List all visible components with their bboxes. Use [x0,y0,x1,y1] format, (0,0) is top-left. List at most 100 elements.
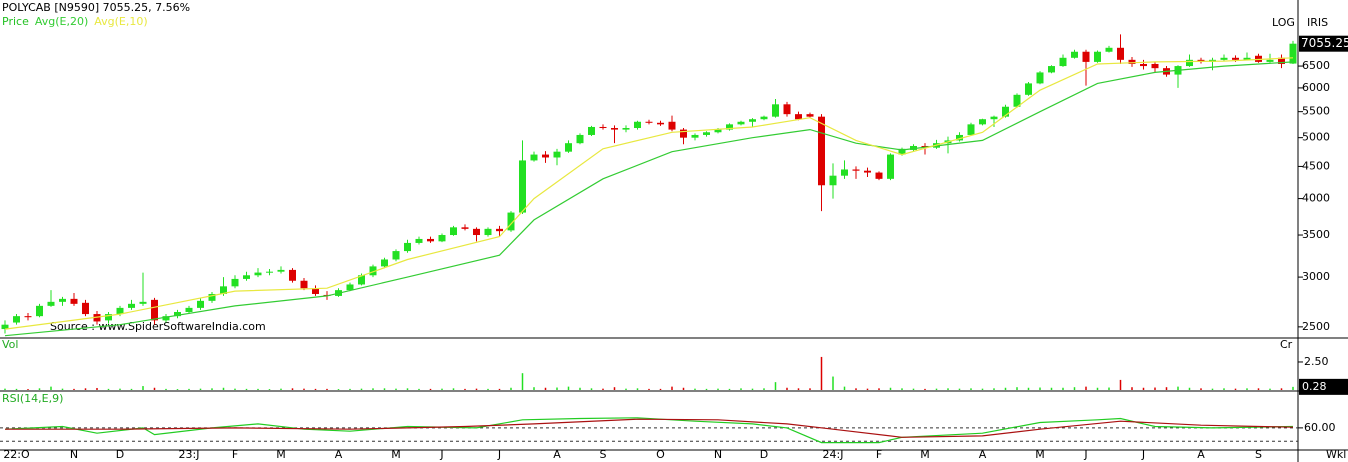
candle-body [1059,57,1067,67]
candle-body [887,154,894,179]
volume-bar [1062,387,1064,390]
unit-label: Cr [1280,338,1293,351]
volume-bar [1039,387,1041,390]
x-tick-label: 22:O [3,448,30,461]
candle-body [254,272,262,276]
candle-body [634,121,641,129]
y-tick-label: 5500 [1302,105,1330,118]
volume-bar [429,388,432,390]
volume-bar [222,387,225,390]
x-tick-label: F [876,448,882,461]
candle-body [680,129,687,138]
candle-body [496,228,503,232]
volume-bar [740,388,742,390]
volume-bar [1188,387,1191,390]
volume-bar [84,388,87,390]
volume-bar [406,388,409,390]
y-tick-label: 6500 [1302,59,1330,72]
volume-bar [1165,387,1168,390]
volume-bar [1073,387,1076,390]
volume-bar [349,388,351,390]
candle-body [691,134,699,138]
volume-bar [1269,388,1271,390]
x-tick-label: D [116,448,124,461]
candle-body [450,227,457,236]
volume-bar [268,389,271,390]
volume-bar [602,388,604,390]
volume-bar [993,388,995,390]
volume-bar [245,388,248,390]
candle-body [818,116,825,186]
volume-bar [360,388,363,390]
y-tick-label: 4500 [1302,159,1330,172]
volume-bar [291,388,294,390]
volume-bar [372,388,374,390]
candle-body [1094,51,1101,62]
candle-body [231,278,239,287]
x-tick-label: D [760,448,768,461]
candle-body [1082,51,1090,62]
volume-bar [786,387,788,390]
candle-body [599,126,607,129]
candle-body [657,122,664,125]
candle-body [645,121,653,123]
volume-bar [763,388,765,390]
candle-body [1243,57,1251,60]
x-tick-label: A [335,448,343,461]
candle-body [1151,63,1159,69]
volume-bar [1257,388,1260,390]
candle-body [530,154,538,161]
volume-bar [935,388,938,390]
candle-body [220,286,227,294]
volume-bar [337,389,340,390]
candle-body [1,324,9,330]
volume-bar [1246,388,1248,390]
candle-body [1266,59,1274,62]
x-tick-label: J [439,448,443,461]
volume-bar [947,388,949,390]
volume-bar [751,388,754,390]
volume-bar [1292,386,1294,390]
rsi-line [4,417,1294,444]
volume-bar [901,388,903,390]
chart-title: POLYCAB [N9590] 7055.25, 7.56% [2,1,190,14]
candle-body [737,121,745,125]
candle-body [427,238,434,242]
candle-body [1048,66,1055,73]
volume-bar [705,388,708,390]
x-tick-label: 23:J [179,448,200,461]
legend-entry: Avg(E,20) [35,15,88,28]
candle-body [668,121,676,130]
volume-bar [866,388,869,390]
candle-body [162,316,170,321]
candle-body [1117,47,1124,60]
volume-bar [234,388,236,390]
candle-body [576,134,584,144]
candle-body [956,134,963,141]
volume-bar [797,388,800,390]
volume-bar [694,388,696,390]
volume-bar [165,388,167,390]
volume-bar [441,388,443,390]
candle-body [59,298,66,302]
candle-body [703,132,710,135]
candle-body [47,301,55,306]
x-tick-label: N [714,448,722,461]
candle-body [24,316,32,318]
x-tick-label: N [70,448,78,461]
candle-body [1278,57,1285,64]
candle-body [13,316,20,323]
candle-body [990,116,998,120]
period-label: Wkl [1326,448,1346,461]
volume-bar [1154,387,1156,390]
candle-body [243,275,250,279]
x-tick-label: O [656,448,665,461]
x-tick-label: S [600,448,607,461]
volume-bar [1027,387,1030,390]
candle-body [1128,59,1136,64]
volume-bar [1119,379,1122,390]
volume-bar [38,388,41,390]
x-tick-label: M [1035,448,1045,461]
volume-bar [671,386,673,390]
